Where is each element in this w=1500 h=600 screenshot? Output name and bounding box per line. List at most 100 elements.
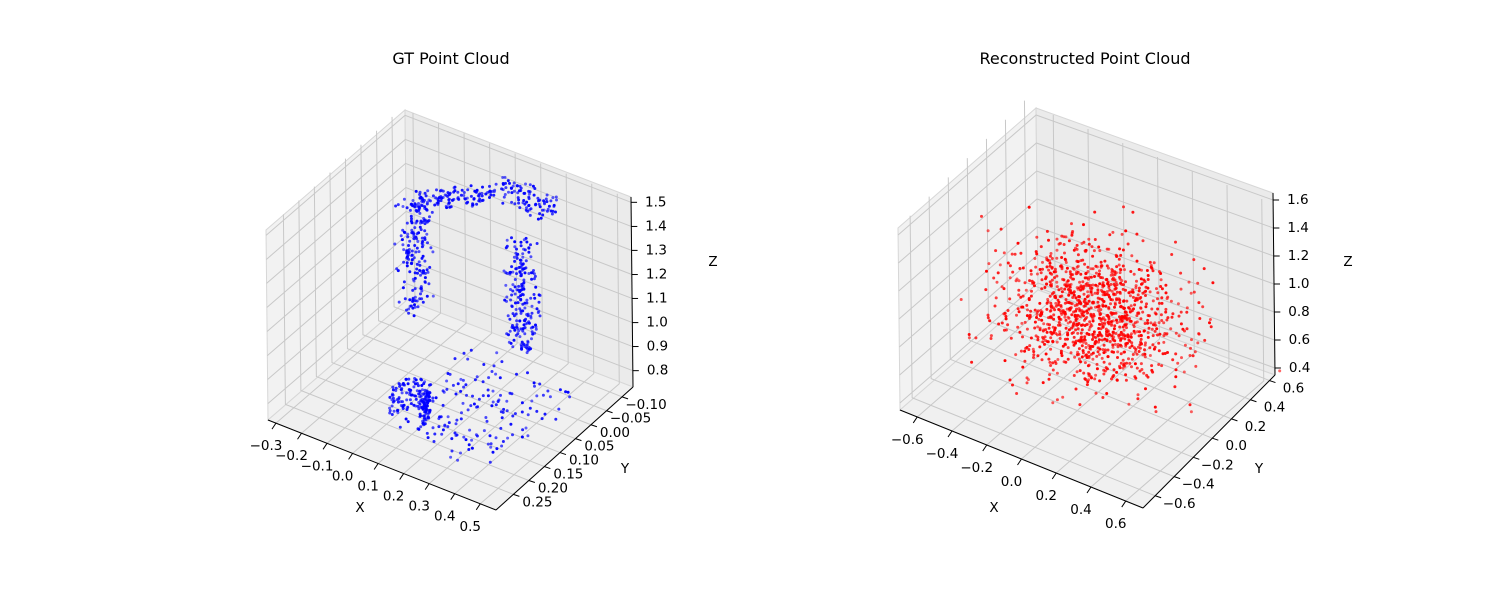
data-point <box>1139 362 1143 366</box>
data-point <box>1133 321 1137 325</box>
data-point <box>1091 351 1095 355</box>
data-point <box>1105 278 1109 282</box>
data-point <box>1189 291 1193 295</box>
data-point <box>1048 373 1052 377</box>
data-point <box>1083 297 1087 301</box>
data-point <box>425 208 429 212</box>
data-point <box>462 191 466 194</box>
data-point <box>1075 265 1079 269</box>
data-point <box>1065 266 1069 270</box>
data-point <box>1002 251 1006 255</box>
data-point <box>1097 340 1101 344</box>
data-point <box>1085 383 1089 387</box>
data-point <box>1045 301 1049 305</box>
data-point <box>519 298 523 302</box>
data-point <box>523 332 527 336</box>
data-point <box>403 231 407 235</box>
data-point <box>1135 279 1138 283</box>
data-point <box>996 271 1000 275</box>
data-point <box>1115 378 1119 382</box>
data-point <box>508 317 512 321</box>
x-axis-label: X <box>355 500 364 516</box>
data-point <box>1087 374 1091 378</box>
data-point <box>1040 287 1044 291</box>
y-tick-mark <box>575 438 582 442</box>
data-point <box>462 435 466 439</box>
data-point <box>1144 341 1147 345</box>
data-point <box>1145 302 1148 306</box>
data-point <box>1029 272 1033 276</box>
y-tick-mark <box>621 396 629 400</box>
data-point <box>1058 337 1062 340</box>
data-point <box>1141 281 1145 285</box>
z-gridline <box>266 162 632 284</box>
data-point <box>501 176 505 179</box>
data-point <box>535 307 539 311</box>
data-point <box>1092 314 1096 318</box>
data-point <box>1131 290 1134 294</box>
data-point <box>405 408 409 411</box>
data-point <box>1106 282 1110 286</box>
data-point <box>1119 337 1123 341</box>
data-point <box>1097 353 1101 356</box>
x-tick-mark <box>348 453 354 460</box>
data-point <box>1087 299 1091 303</box>
data-point <box>412 385 416 389</box>
data-point <box>1054 362 1058 365</box>
data-point <box>1019 349 1023 353</box>
data-point <box>1190 338 1193 342</box>
data-point <box>420 256 424 260</box>
data-point <box>1120 232 1124 236</box>
data-point <box>1015 392 1019 395</box>
data-point <box>1108 362 1112 366</box>
data-point <box>487 190 491 194</box>
data-point <box>511 283 515 287</box>
data-point <box>1084 272 1088 276</box>
data-point <box>390 398 394 402</box>
data-point <box>1102 360 1106 364</box>
data-point <box>1035 272 1039 276</box>
data-point <box>1151 269 1155 273</box>
data-point <box>1097 308 1100 312</box>
data-point <box>459 417 463 421</box>
data-point <box>1057 321 1061 324</box>
data-point <box>1035 316 1038 319</box>
x-tick-mark <box>1086 486 1092 494</box>
data-point <box>407 244 410 247</box>
data-point <box>402 260 406 264</box>
z-gridline <box>897 114 1274 236</box>
data-point <box>1107 307 1111 311</box>
data-point <box>1026 308 1029 312</box>
data-point <box>1087 363 1091 367</box>
data-point <box>1103 350 1107 354</box>
data-point <box>1170 253 1174 256</box>
data-point <box>1123 334 1127 338</box>
data-point <box>482 429 486 433</box>
data-point <box>390 393 394 397</box>
data-point <box>407 248 411 251</box>
data-point <box>1102 343 1106 347</box>
data-point <box>1128 317 1131 320</box>
data-point <box>1015 313 1018 317</box>
y-axis-line <box>1142 374 1276 509</box>
x-tick-label: −0.1 <box>301 458 334 474</box>
data-point <box>1112 312 1116 315</box>
data-point <box>1130 344 1134 348</box>
data-point <box>391 385 395 389</box>
data-point <box>1025 303 1029 307</box>
data-point <box>1137 286 1141 290</box>
data-point <box>418 190 422 194</box>
data-point <box>1084 346 1088 349</box>
data-point <box>1208 321 1211 325</box>
data-point <box>426 189 430 193</box>
data-point <box>1000 285 1004 289</box>
data-point <box>427 395 431 399</box>
data-point <box>514 251 518 255</box>
data-point <box>440 432 444 436</box>
data-point <box>467 448 471 451</box>
data-point <box>1110 377 1113 381</box>
data-point <box>1050 332 1054 336</box>
y-tick-mark <box>1154 495 1162 499</box>
data-point <box>1125 361 1129 365</box>
